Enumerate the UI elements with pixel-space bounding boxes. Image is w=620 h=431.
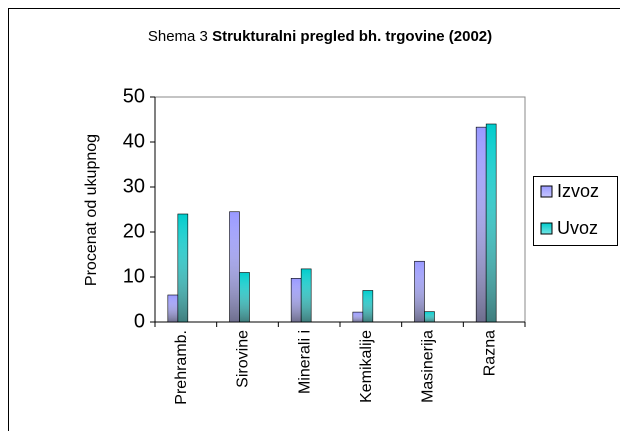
y-tick-label: 30 [123,175,145,197]
title-text: Strukturalni pregled bh. trgovine (2002) [212,28,492,45]
y-tick-label: 10 [123,265,145,287]
bar-shade [177,214,188,322]
legend-label: Izvoz [557,181,599,201]
y-tick-label: 20 [123,220,145,242]
y-tick-label: 0 [134,310,145,332]
y-tick-label: 40 [123,130,145,152]
y-tick-label: 50 [123,85,145,107]
bar-shade [167,295,178,322]
bar-shade [239,272,250,322]
chart-frame [8,8,620,431]
bar-shade [301,268,312,322]
x-tick-label: Kemikalije [358,330,375,403]
bar-shade [291,278,302,322]
bar-shade [362,290,373,322]
legend-label: Uvoz [557,218,598,238]
bar-shade [229,211,240,322]
bar-shade [486,124,497,322]
legend-swatch [540,222,553,235]
x-tick-label: Sirovine [235,330,252,388]
x-tick-label: Minerali i [296,330,313,394]
y-axis-label: Procenat od ukupnog [83,134,100,286]
bar-shade [414,261,425,322]
figure-label: Shema 3 [148,28,208,45]
bar-shade [476,127,487,323]
x-tick-label: Razna [481,330,498,376]
bar-shade [352,312,363,322]
x-tick-label: Prehramb. [173,330,190,405]
legend-swatch [540,185,553,198]
chart-title: Shema 3 Strukturalni pregled bh. trgovin… [148,28,492,45]
bar-shade [424,311,435,322]
x-tick-label: Masinerija [420,330,437,403]
